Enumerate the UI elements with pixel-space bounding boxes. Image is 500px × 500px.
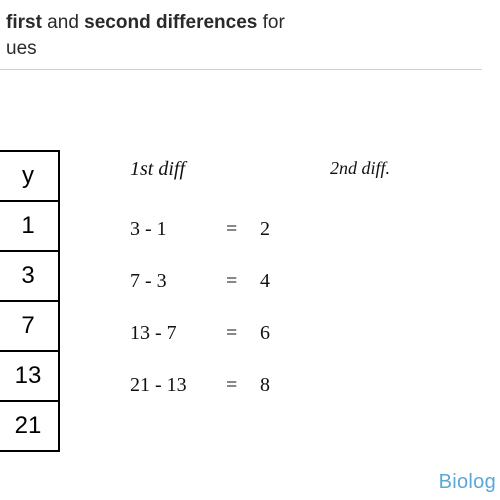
eq-rhs: 8 (260, 374, 270, 397)
table-row: 7 (0, 301, 59, 351)
table-row: 21 (0, 401, 59, 451)
heading-line-1: first and second differences for (0, 10, 482, 36)
first-diff-title: 1st diff (130, 158, 185, 181)
eq-rhs: 4 (260, 270, 270, 293)
table-row: 1 (0, 201, 59, 251)
y-cell: 3 (0, 251, 59, 301)
heading-mid: and (42, 12, 84, 33)
eq-lhs: 3 - 1 (130, 218, 167, 241)
y-header: y (0, 151, 59, 201)
y-cell: 21 (0, 401, 59, 451)
y-cell: 13 (0, 351, 59, 401)
table-row: 3 (0, 251, 59, 301)
heading-suffix: for (257, 12, 284, 33)
table-row: 13 (0, 351, 59, 401)
eq-equals: = (226, 270, 237, 293)
y-table: y 1 3 7 13 21 (0, 150, 60, 452)
heading-bold-second: second differences (84, 12, 257, 33)
eq-rhs: 2 (260, 218, 270, 241)
eq-equals: = (226, 374, 237, 397)
watermark-text: Biolog (439, 471, 496, 494)
eq-rhs: 6 (260, 322, 270, 345)
eq-lhs: 21 - 13 (130, 374, 187, 397)
heading-bold-first: first (6, 12, 42, 33)
eq-equals: = (226, 218, 237, 241)
heading-area: first and second differences for ues (0, 0, 482, 70)
second-diff-title: 2nd diff. (330, 158, 390, 179)
y-table-wrap: y 1 3 7 13 21 (0, 150, 60, 452)
heading-line-2: ues (0, 36, 482, 62)
table-row: y (0, 151, 59, 201)
eq-equals: = (226, 322, 237, 345)
y-cell: 7 (0, 301, 59, 351)
eq-lhs: 13 - 7 (130, 322, 177, 345)
y-cell: 1 (0, 201, 59, 251)
eq-lhs: 7 - 3 (130, 270, 167, 293)
